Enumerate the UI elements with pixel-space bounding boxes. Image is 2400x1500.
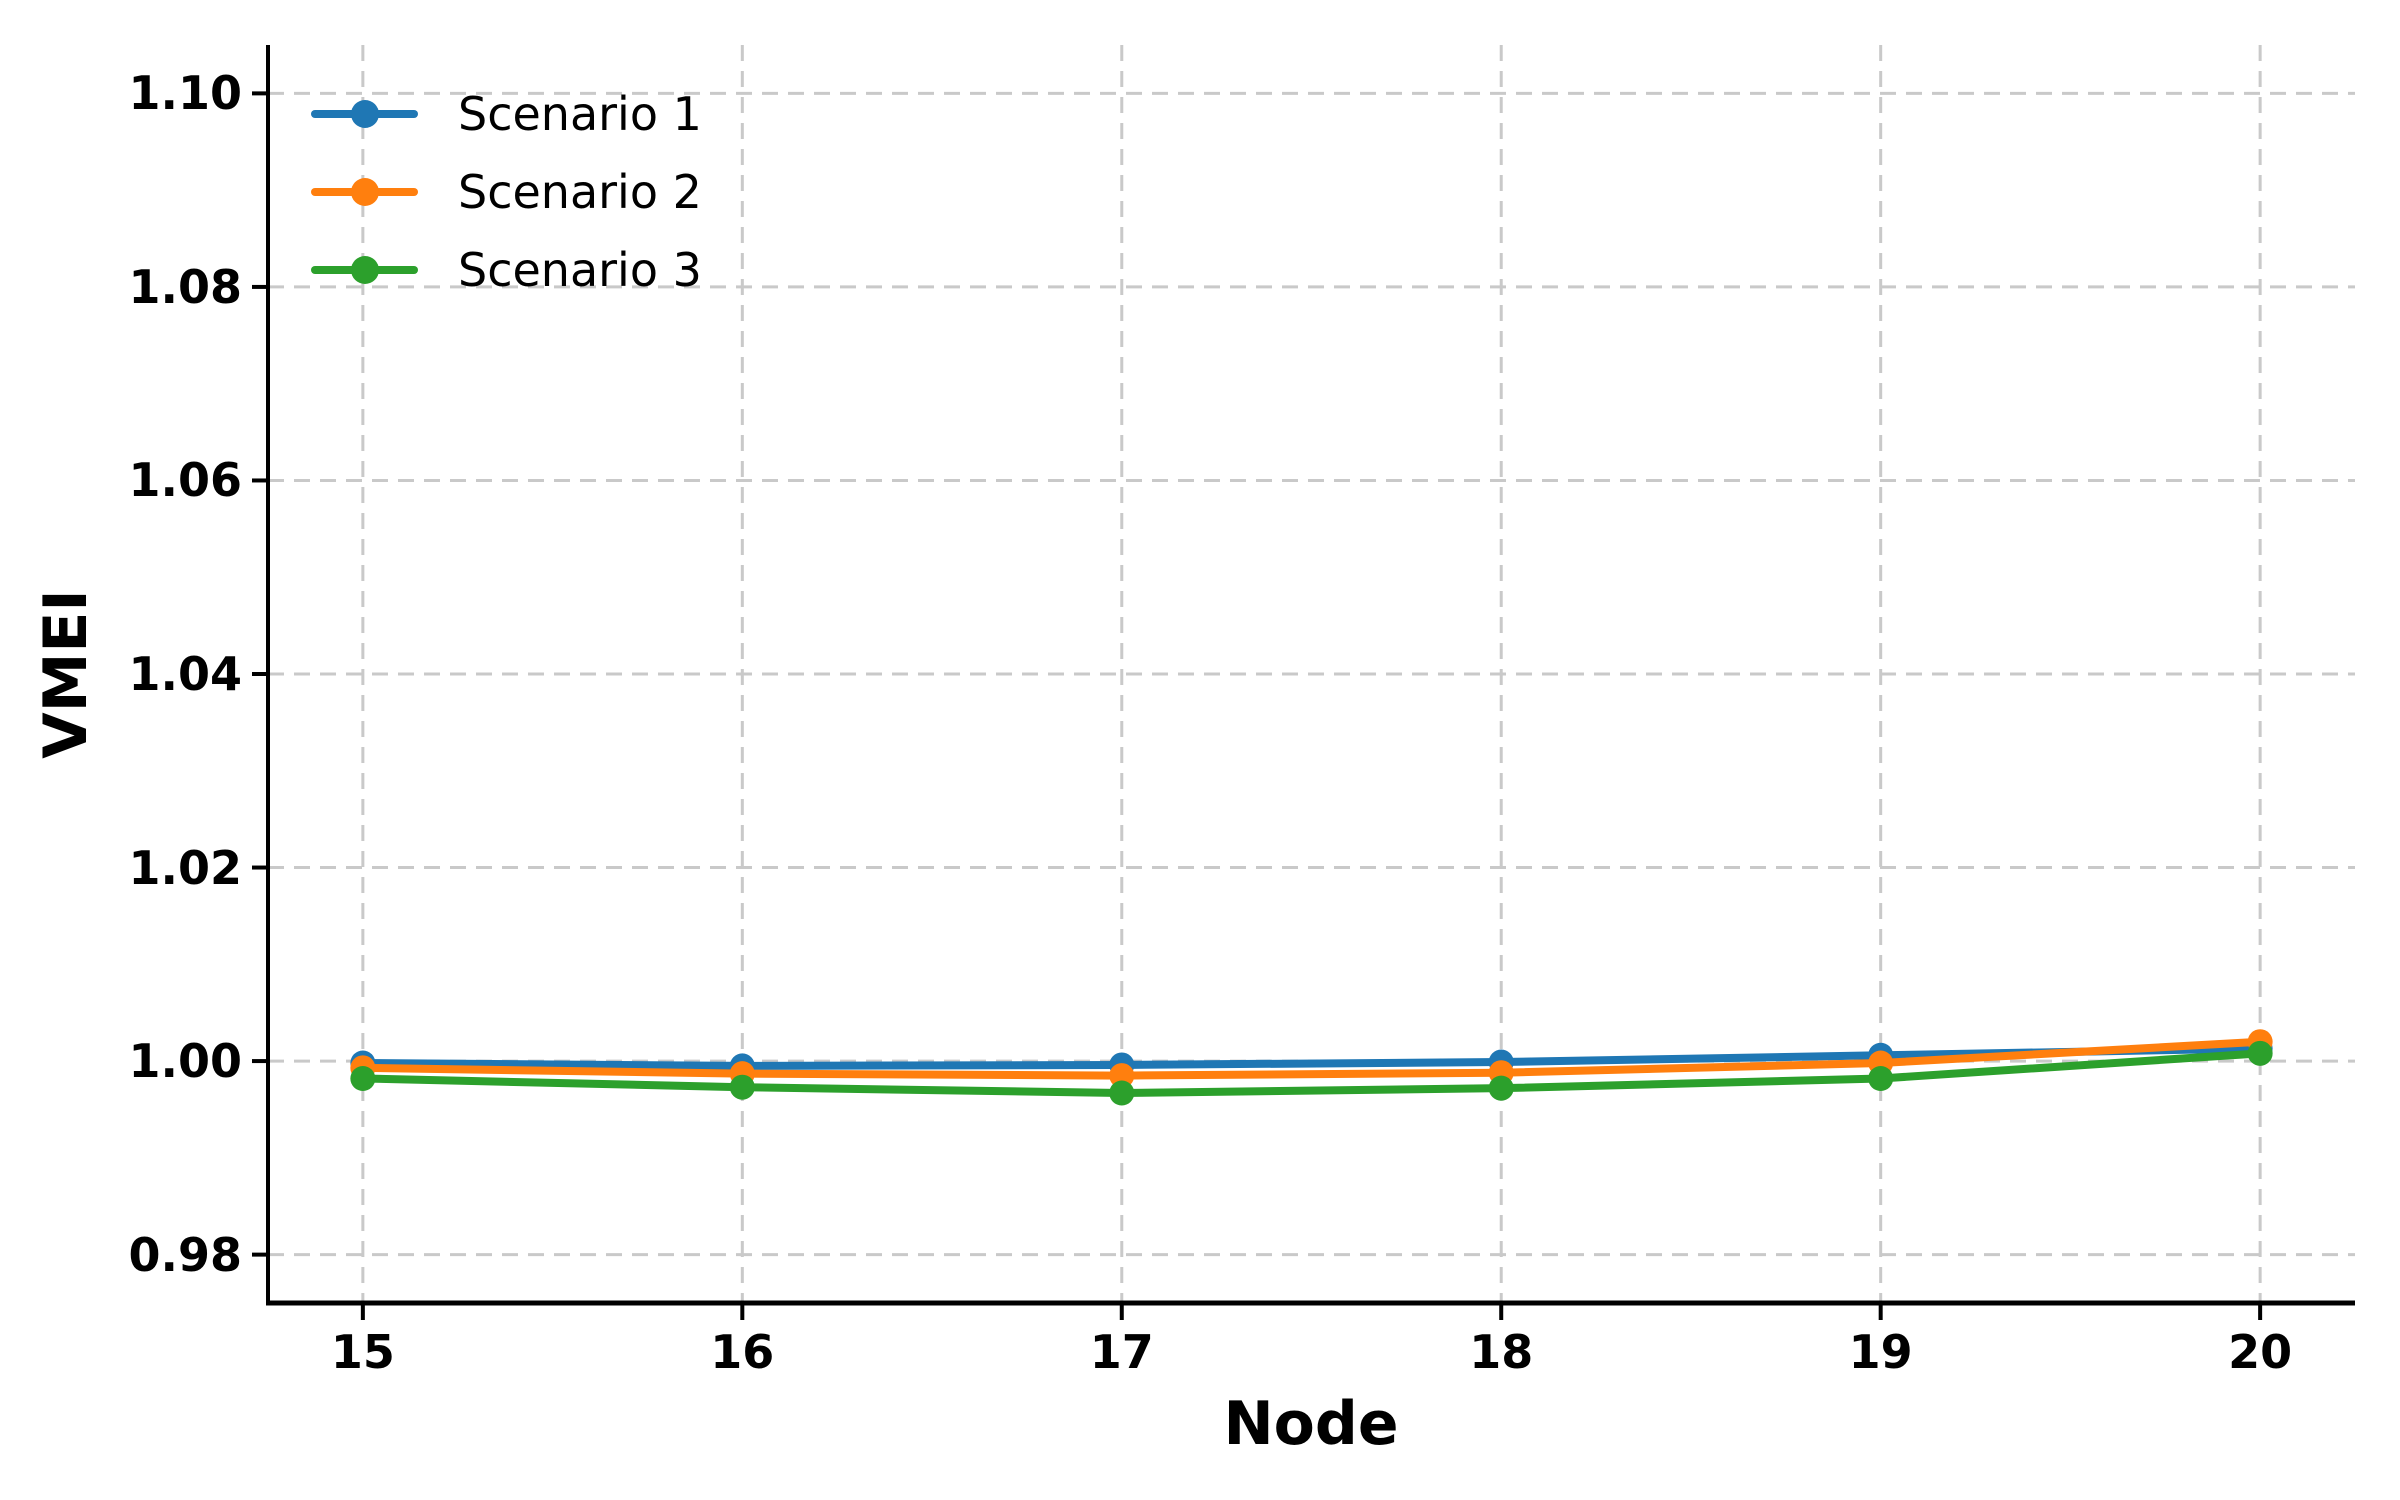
x-tick-label: 15 — [330, 1325, 395, 1379]
legend-item-scenario-2: Scenario 2 — [311, 153, 702, 231]
x-tick-label: 16 — [710, 1325, 775, 1379]
scenario-2-line-marker-icon — [311, 178, 418, 206]
x-tick-label: 20 — [2228, 1325, 2293, 1379]
scenario-1-line-marker-icon — [311, 100, 418, 128]
y-tick-label: 0.98 — [128, 1227, 243, 1282]
data-series — [350, 1029, 2273, 1106]
x-tick-label: 18 — [1469, 1325, 1534, 1379]
legend-label: Scenario 2 — [458, 165, 702, 219]
y-axis-label: VMEI — [31, 589, 101, 759]
scenario-3-line-marker-icon — [311, 256, 418, 284]
x-tick-label: 17 — [1089, 1325, 1154, 1379]
x-axis-label: Node — [1223, 1389, 1399, 1459]
x-tick-label: 19 — [1848, 1325, 1913, 1379]
y-tick-label: 1.08 — [128, 259, 243, 314]
legend-item-scenario-3: Scenario 3 — [311, 231, 702, 309]
legend: Scenario 1 Scenario 2 Scenario 3 — [311, 75, 702, 309]
y-tick-label: 1.02 — [128, 840, 243, 895]
legend-item-scenario-1: Scenario 1 — [311, 75, 702, 153]
y-tick-label: 1.06 — [128, 453, 243, 508]
y-tick-label: 1.00 — [128, 1034, 243, 1089]
y-tick-label: 1.04 — [128, 647, 243, 701]
legend-label: Scenario 3 — [458, 243, 702, 297]
axes-spines — [252, 45, 2355, 1320]
legend-label: Scenario 1 — [458, 87, 702, 141]
y-tick-label: 1.10 — [128, 66, 243, 121]
